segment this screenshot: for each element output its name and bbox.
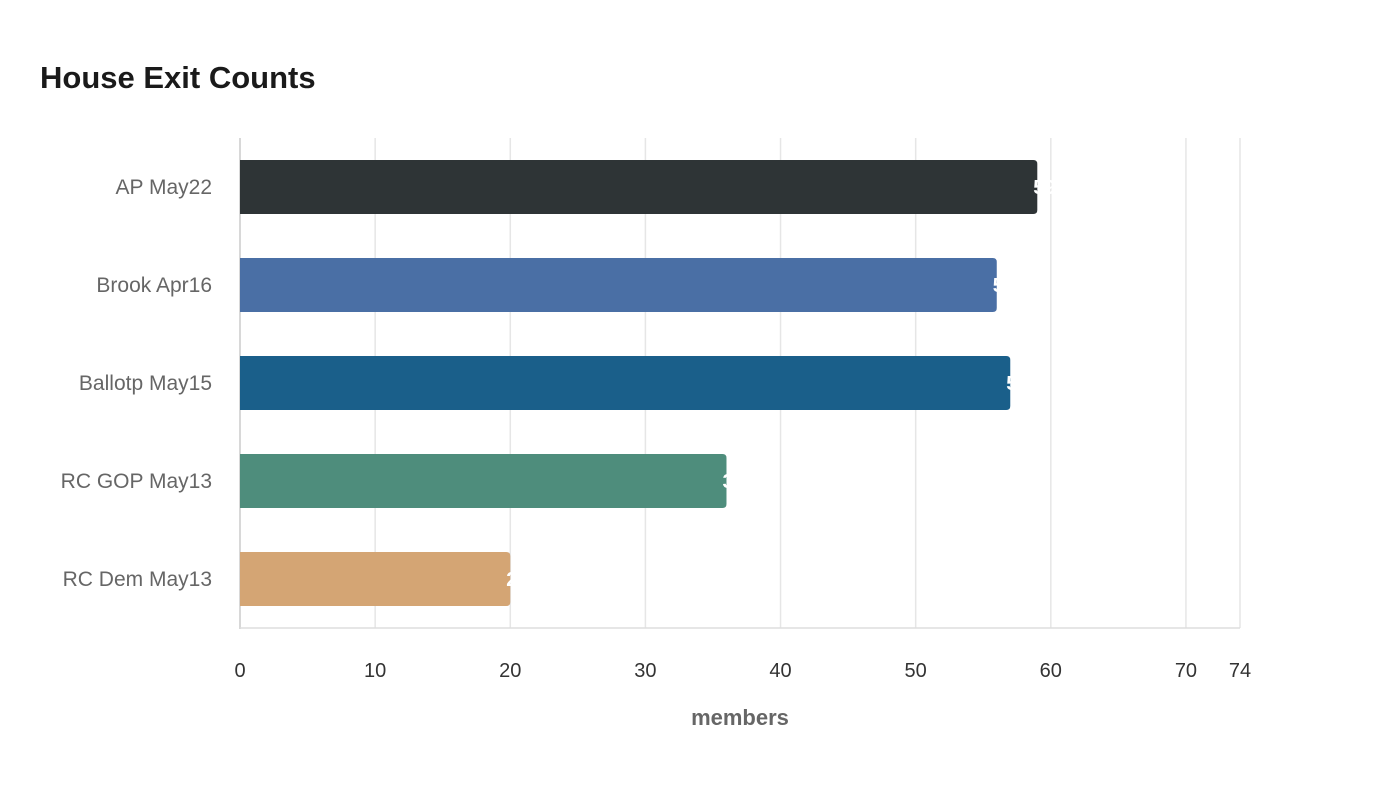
- y-category-label: AP May22: [116, 176, 213, 199]
- x-tick-label: 30: [634, 660, 656, 682]
- bar-value-label: 57: [1006, 373, 1028, 395]
- labels: 0 10 20 30 40 50 60 70 74 AP May22 59 Brook Apr16 56…: [61, 176, 1251, 682]
- x-tick-label: 50: [905, 660, 927, 682]
- x-axis-title: members: [691, 705, 789, 730]
- x-tick-label: 40: [769, 660, 791, 682]
- bars: [240, 160, 1038, 606]
- y-category-label: Ballotp May15: [79, 372, 212, 395]
- x-tick-label: 70: [1175, 660, 1197, 682]
- x-tick-label: 20: [499, 660, 521, 682]
- x-tick-label: 60: [1040, 660, 1062, 682]
- y-category-label: RC Dem May13: [63, 568, 212, 591]
- x-tick-label: 74: [1229, 660, 1251, 682]
- x-tick-label: 10: [364, 660, 386, 682]
- y-category-label: RC GOP May13: [61, 470, 212, 493]
- bar: [240, 454, 727, 508]
- bar: [240, 356, 1011, 410]
- bar: [240, 552, 511, 606]
- bar-value-label: 36: [722, 471, 744, 493]
- bar-value-label: 20: [506, 569, 528, 591]
- bar: [240, 258, 997, 312]
- x-tick-label: 0: [234, 660, 245, 682]
- bar-value-label: 56: [993, 275, 1015, 297]
- bar: [240, 160, 1038, 214]
- chart-title: House Exit Counts: [40, 60, 316, 95]
- y-category-label: Brook Apr16: [96, 274, 212, 297]
- bar-value-label: 59: [1033, 177, 1055, 199]
